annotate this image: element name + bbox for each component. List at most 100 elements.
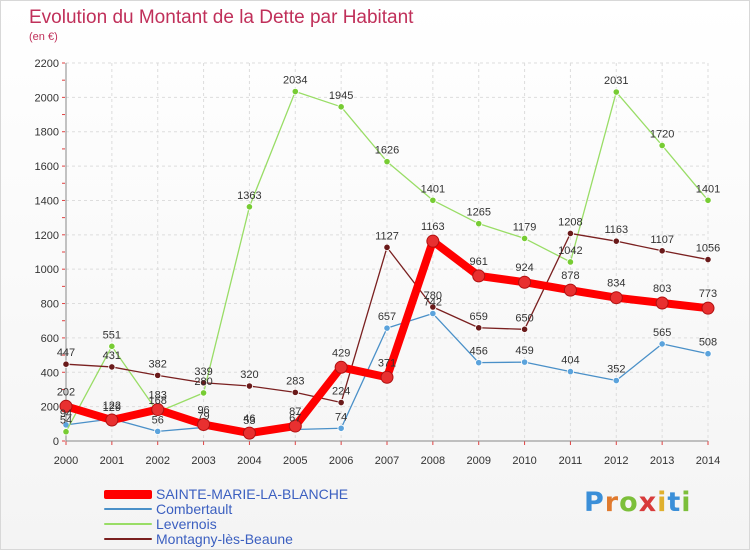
legend-item: SAINTE-MARIE-LA-BLANCHE <box>104 486 348 502</box>
data-label: 1127 <box>375 230 399 242</box>
data-point <box>337 398 345 407</box>
data-point <box>154 371 162 379</box>
data-label: 54 <box>60 415 72 427</box>
y-tick-label: 1200 <box>35 230 59 242</box>
data-label: 1163 <box>421 221 445 233</box>
data-label: 1163 <box>604 224 628 236</box>
data-point <box>429 309 437 318</box>
data-point <box>518 275 532 289</box>
data-label: 320 <box>240 369 258 381</box>
data-point <box>612 237 620 245</box>
proxiti-logo: Proxiti <box>584 487 692 518</box>
data-label: 1401 <box>421 183 445 195</box>
y-tick-label: 1400 <box>35 195 59 207</box>
y-tick-label: 2200 <box>35 58 59 70</box>
data-label: 878 <box>561 270 579 282</box>
y-tick-label: 200 <box>41 402 59 414</box>
legend-label: Combertault <box>156 501 233 517</box>
data-point <box>520 325 529 333</box>
axes: 0 200 400 600 800 1000 1200 1400 1600 1800 2000 220… <box>35 58 721 467</box>
data-label: 74 <box>335 411 347 423</box>
data-label: 1626 <box>375 145 399 157</box>
x-tick-label: 2004 <box>237 455 261 467</box>
data-label: 79 <box>197 410 209 422</box>
data-label: 650 <box>515 312 533 324</box>
y-tick-label: 400 <box>41 367 59 379</box>
data-label: 456 <box>470 346 488 358</box>
data-label: 1208 <box>558 216 582 228</box>
data-label: 508 <box>699 337 717 349</box>
data-point <box>62 428 70 436</box>
data-point <box>383 324 391 332</box>
data-point <box>655 296 669 310</box>
data-point <box>383 158 391 166</box>
data-point <box>334 360 348 374</box>
data-label: 803 <box>653 283 671 295</box>
data-point <box>245 382 254 390</box>
data-label: 96 <box>197 405 209 417</box>
data-point <box>199 389 208 397</box>
x-tick-label: 2000 <box>54 455 78 467</box>
series-lines <box>59 87 715 440</box>
data-label: 94 <box>60 408 72 420</box>
data-label: 67 <box>289 412 301 424</box>
data-point <box>472 269 486 283</box>
y-tick-label: 800 <box>41 299 59 311</box>
data-point <box>475 220 483 228</box>
data-label: 834 <box>607 278 625 290</box>
data-point <box>62 360 70 368</box>
data-point <box>704 255 712 264</box>
data-point <box>566 258 575 266</box>
legend-item: Combertault <box>104 501 232 517</box>
data-point <box>154 427 162 435</box>
data-label: 382 <box>149 358 167 370</box>
data-point <box>520 234 529 243</box>
data-label: 742 <box>424 297 442 309</box>
y-tick-label: 1800 <box>35 127 59 139</box>
data-label: 459 <box>515 345 533 357</box>
chart-title: Evolution du Montant de la Dette par Hab… <box>29 7 414 28</box>
data-label: 924 <box>515 262 533 274</box>
data-label: 168 <box>149 395 167 407</box>
data-label: 56 <box>152 414 164 426</box>
data-label: 1720 <box>650 128 674 140</box>
data-point <box>701 301 715 315</box>
data-label: 87 <box>289 406 301 418</box>
data-label: 961 <box>470 256 488 268</box>
data-point <box>245 203 254 211</box>
data-point <box>108 363 116 371</box>
legend-label: Montagny-lès-Beaune <box>156 531 293 547</box>
legend-label: Levernois <box>156 516 217 532</box>
data-point <box>426 234 440 248</box>
legend-item: Montagny-lès-Beaune <box>104 531 293 547</box>
data-point <box>612 88 620 96</box>
x-tick-label: 2012 <box>604 455 628 467</box>
data-label: 431 <box>103 350 121 362</box>
x-tick-label: 2005 <box>283 455 307 467</box>
data-label: 202 <box>57 386 75 398</box>
data-point <box>291 388 299 396</box>
data-label: 122 <box>103 400 121 412</box>
x-tick-label: 2007 <box>375 455 399 467</box>
y-tick-label: 1000 <box>35 264 59 276</box>
y-tick-label: 600 <box>41 333 59 345</box>
chart-unit-label: (en €) <box>29 31 58 43</box>
grid-lines <box>65 62 709 442</box>
legend-swatch <box>104 538 152 540</box>
legend-swatch <box>104 489 152 499</box>
data-point <box>291 87 299 96</box>
data-label: 1042 <box>558 245 582 257</box>
data-point <box>59 399 73 413</box>
x-tick-label: 2009 <box>466 455 490 467</box>
data-label: 224 <box>332 386 350 398</box>
data-point <box>704 196 712 204</box>
data-point <box>288 419 302 433</box>
data-point <box>105 413 119 427</box>
data-point <box>429 303 437 311</box>
data-point <box>566 367 575 376</box>
data-point <box>563 283 577 297</box>
data-point <box>475 324 483 332</box>
data-label: 404 <box>561 355 579 367</box>
